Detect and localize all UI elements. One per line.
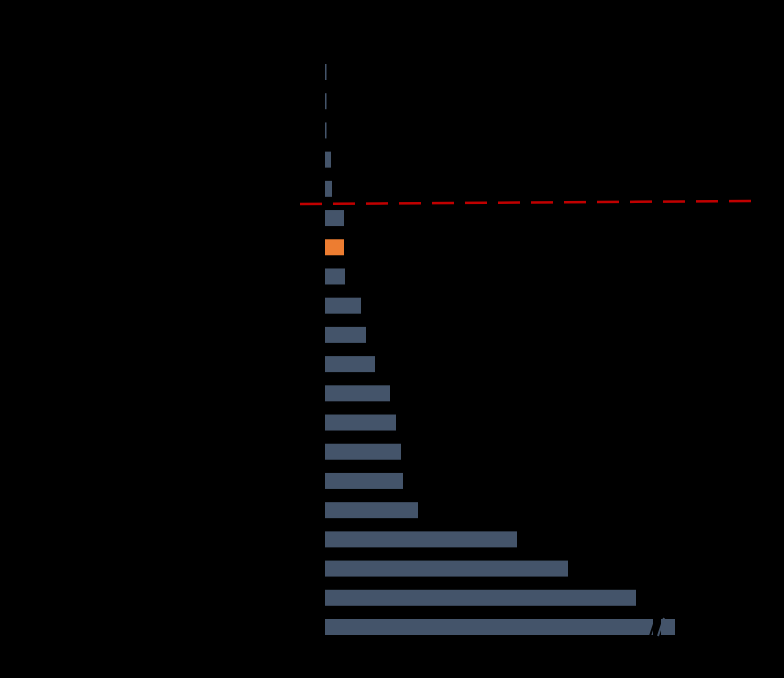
reference-line <box>299 199 754 206</box>
bar <box>325 589 636 606</box>
bar <box>325 472 403 489</box>
bar <box>325 619 675 635</box>
bar <box>325 560 568 577</box>
bar <box>325 502 418 519</box>
bar <box>325 210 344 227</box>
bar <box>325 64 327 80</box>
bar <box>325 93 327 110</box>
axis-break-gap <box>653 618 661 636</box>
bar <box>325 122 327 139</box>
bar <box>325 414 396 431</box>
axis-break <box>657 617 665 637</box>
bar <box>325 326 366 343</box>
bar <box>325 151 331 168</box>
bar <box>325 385 390 402</box>
bar <box>325 297 361 314</box>
bar <box>325 356 375 373</box>
bar <box>325 531 517 548</box>
bar <box>325 180 332 197</box>
bar <box>325 443 401 460</box>
axis-break <box>649 617 657 637</box>
bar <box>325 268 345 285</box>
bar <box>325 239 344 256</box>
